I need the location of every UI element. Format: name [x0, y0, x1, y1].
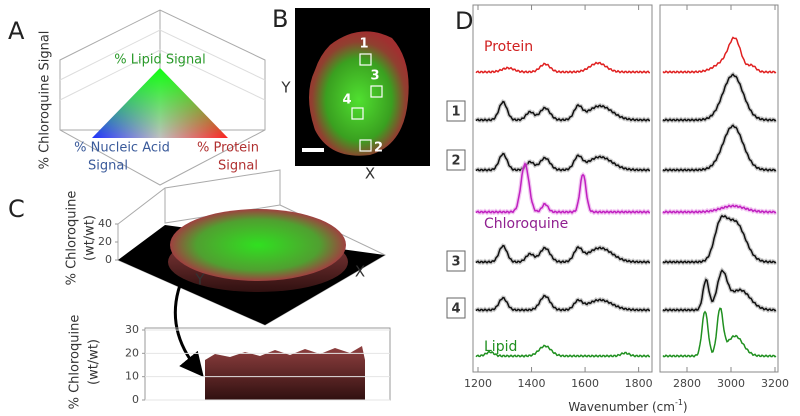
x-axis-label: Wavenumber (cm-1): [568, 398, 687, 414]
nucleic-label: Signal: [88, 159, 128, 174]
ternary-box: [59, 9, 266, 186]
spectrum: [475, 100, 651, 122]
x-label-tail: ): [683, 400, 688, 414]
arrow: [173, 284, 204, 377]
spectrum-label: 2: [451, 154, 460, 169]
region-label: 2: [374, 141, 383, 156]
spectrum-label: Chloroquine: [484, 216, 568, 232]
spectrum-band: [661, 71, 777, 124]
tick-label: 1600: [571, 377, 599, 390]
spectrum-band: [661, 213, 777, 266]
y-label: Y: [280, 79, 291, 97]
tick-label: 30: [125, 323, 139, 336]
y-label: (wt/wt): [87, 339, 102, 385]
protein-label: Signal: [218, 159, 258, 174]
label-box: [446, 250, 466, 272]
label-box: [446, 297, 466, 319]
panel-label: A: [8, 17, 25, 45]
tick-label: 1800: [625, 377, 653, 390]
region-label: 1: [359, 37, 368, 52]
x-label-text: Wavenumber (cm: [568, 400, 675, 414]
spectrum: [475, 294, 651, 312]
spectrum: [662, 307, 777, 358]
spectrum-label: 1: [451, 105, 460, 120]
spectrum: [475, 162, 651, 214]
tick-label: 2800: [673, 377, 701, 390]
spectrum: [662, 269, 777, 312]
profile: [205, 346, 365, 400]
tick-label: 20: [125, 346, 139, 359]
tick-label: 1400: [518, 377, 546, 390]
axes-frame: [659, 4, 779, 373]
spectrum-label: 3: [451, 255, 460, 270]
panel-label: B: [272, 5, 288, 33]
spectrum-label: Lipid: [484, 339, 517, 355]
tick-label: 0: [105, 253, 112, 266]
tick-label: 0: [132, 393, 139, 406]
tick-label: 1200: [464, 377, 492, 390]
spectrum: [475, 344, 651, 358]
label-box: [446, 149, 466, 171]
region-label: 3: [370, 69, 379, 84]
spectrum: [475, 61, 651, 74]
y-label: % Chloroquine: [68, 315, 83, 410]
scale-bar: [302, 148, 324, 152]
label-box: [446, 100, 466, 122]
x-label: X: [355, 263, 365, 281]
spectrum: [662, 124, 777, 172]
spectrum: [475, 152, 651, 172]
spectrum: [662, 214, 777, 264]
cell: [309, 31, 409, 156]
spectrum-label: Protein: [484, 39, 533, 55]
protein-label: % Protein: [197, 141, 259, 156]
spectrum-band: [661, 122, 777, 174]
spectrum: [662, 73, 777, 122]
tick-label: 20: [98, 235, 112, 248]
nucleic-label: % Nucleic Acid: [74, 141, 170, 156]
surface: [170, 209, 346, 281]
x-label: X: [365, 165, 375, 183]
region-boxes: [351, 53, 383, 152]
tick-label: 3000: [717, 377, 745, 390]
spectrum: [662, 204, 777, 214]
tick-label: 10: [125, 370, 139, 383]
axes-frame: [472, 4, 653, 373]
panel-label: D: [455, 7, 473, 35]
z-label: (wt/wt): [83, 215, 98, 261]
z-label: % Chloroquine: [65, 191, 80, 286]
y-label: Y: [194, 271, 205, 289]
color-triangle: [92, 68, 228, 138]
tick-label: 3200: [761, 377, 789, 390]
spectrum-label: 4: [451, 302, 460, 317]
lipid-label: % Lipid Signal: [114, 53, 206, 68]
spectrum: [662, 36, 777, 74]
panel-label: C: [8, 195, 25, 223]
tick-label: 40: [98, 217, 112, 230]
axis-label: % Chloroquine Signal: [38, 31, 53, 170]
x-label-sup: -1: [675, 398, 683, 407]
spectrum: [475, 244, 651, 264]
region-label: 4: [342, 93, 351, 108]
